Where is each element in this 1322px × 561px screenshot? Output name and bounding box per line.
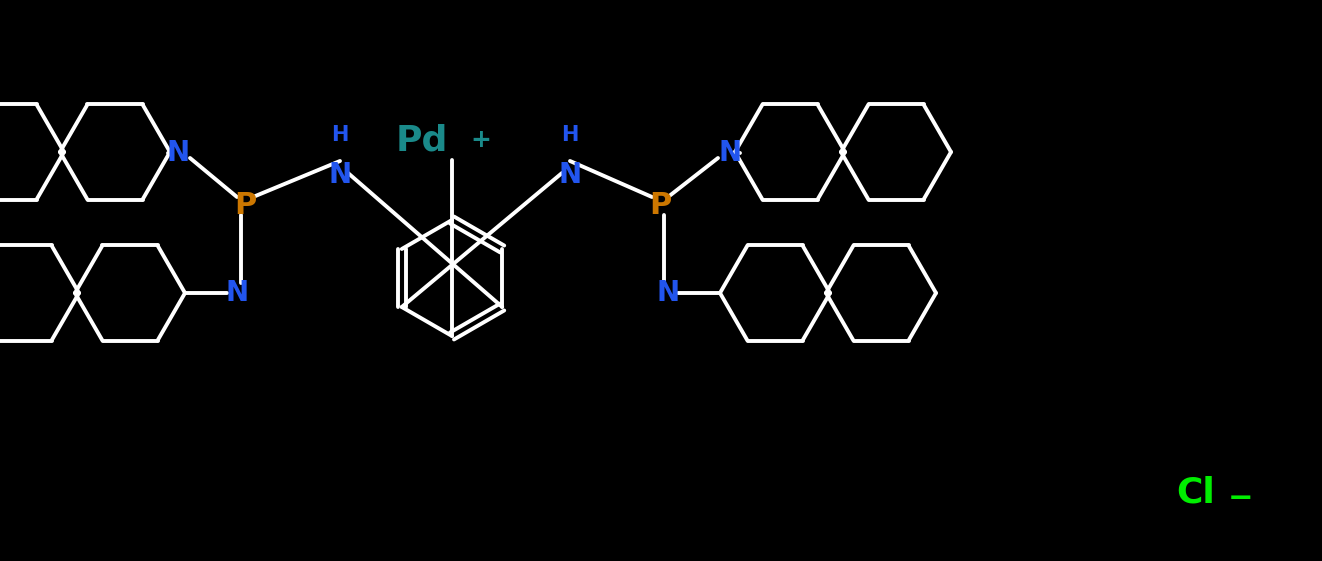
Text: N: N: [718, 139, 742, 167]
Text: N: N: [226, 279, 249, 307]
Text: P: P: [649, 191, 672, 219]
Text: −: −: [1228, 484, 1253, 513]
Text: N: N: [328, 161, 352, 189]
Text: +: +: [471, 128, 490, 152]
Text: P: P: [234, 191, 256, 219]
Text: N: N: [167, 139, 189, 167]
Text: Cl: Cl: [1177, 475, 1215, 509]
Text: N: N: [558, 161, 582, 189]
Text: H: H: [562, 125, 579, 145]
Text: Pd: Pd: [395, 123, 448, 157]
Text: H: H: [332, 125, 349, 145]
Text: N: N: [657, 279, 680, 307]
